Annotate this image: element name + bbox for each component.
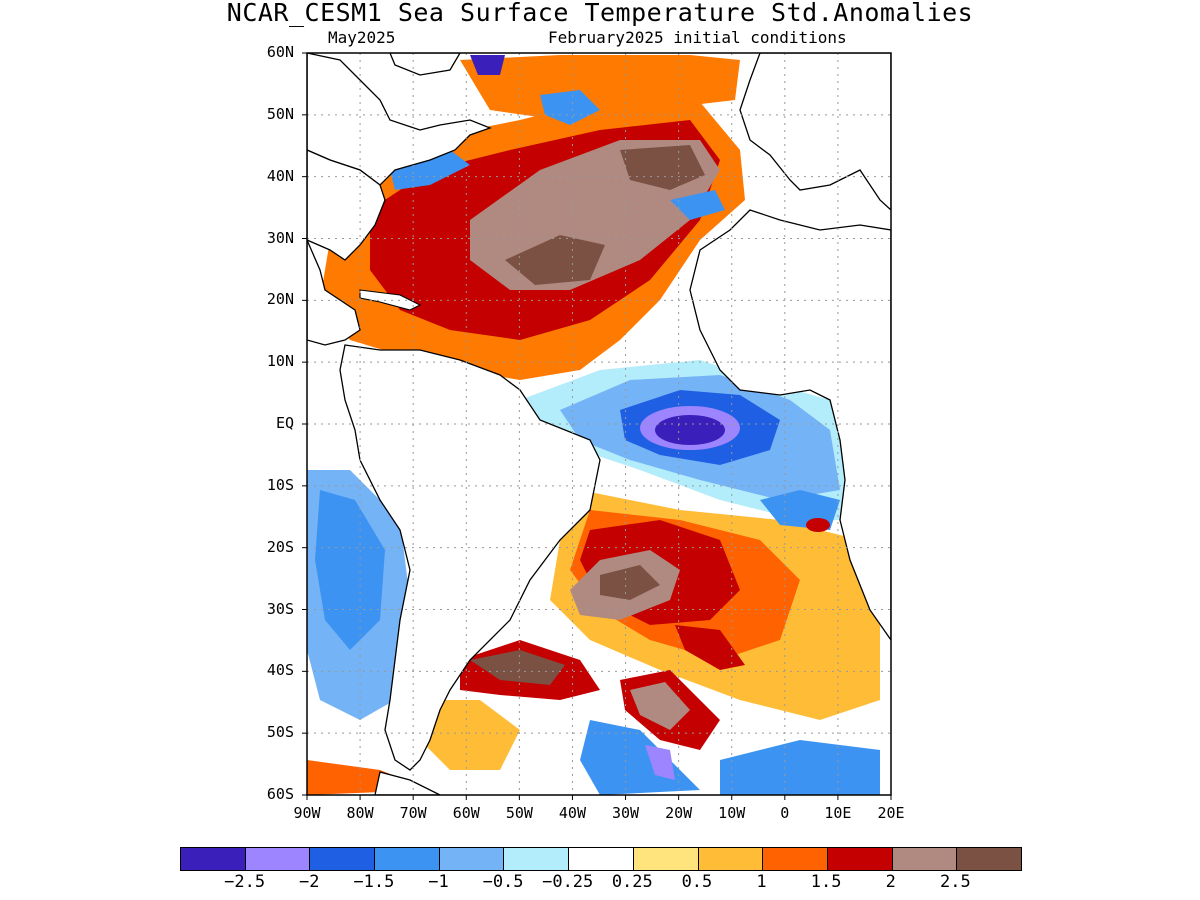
- southern-band-peak-2: [630, 682, 690, 730]
- north-america-east-land: [307, 149, 386, 261]
- latitude-label: 10S: [266, 475, 294, 494]
- longitude-label: 10W: [718, 804, 746, 822]
- north-atlantic-peak-region-2: [505, 235, 605, 285]
- pacific-cold-core: [315, 490, 385, 650]
- colorbar-label: −1.5: [353, 872, 395, 892]
- longitude-label: 50W: [505, 804, 533, 822]
- north-warm-strip: [460, 55, 740, 120]
- latitude-label: 30S: [266, 599, 294, 618]
- longitude-label: 20E: [877, 804, 905, 822]
- colorbar-label: −2.5: [224, 872, 266, 892]
- canary-cold-patch: [670, 190, 725, 220]
- angola-hot-spot: [806, 518, 830, 532]
- latitude-label: 10N: [266, 352, 294, 371]
- latitude-label: 40N: [266, 166, 294, 185]
- colorbar-swatch: [892, 848, 958, 870]
- chart-title: NCAR_CESM1 Sea Surface Temperature Std.A…: [226, 0, 974, 27]
- south-atlantic-peak-core: [600, 565, 660, 600]
- equatorial-cold-core: [655, 415, 725, 445]
- colorbar-swatch: [763, 848, 828, 870]
- initial-conditions: February2025 initial conditions: [548, 28, 847, 47]
- africa-land: [689, 209, 891, 642]
- latitude-label: 40S: [266, 661, 294, 680]
- longitude-label: 0: [780, 804, 790, 822]
- colorbar-swatch: [439, 848, 505, 870]
- latitude-label: 50S: [266, 723, 294, 742]
- longitude-label: 60W: [452, 804, 480, 822]
- europe-land: [739, 53, 891, 211]
- southern-band-warm-3: [675, 625, 745, 670]
- latitude-label: EQ: [275, 414, 294, 432]
- colorbar-swatch: [245, 848, 311, 870]
- forecast-month: May2025: [328, 28, 396, 47]
- gulf-stream-cold: [390, 150, 470, 190]
- latitude-label: 20S: [266, 537, 294, 556]
- latitude-label: 30N: [266, 228, 294, 247]
- north-atlantic-peak-region: [620, 145, 705, 190]
- southern-cold-core: [645, 745, 675, 780]
- antarctic-peninsula-land: [374, 771, 441, 795]
- colorbar-swatch: [310, 848, 376, 870]
- longitude-label: 80W: [346, 804, 374, 822]
- colorbar-label: 2.5: [940, 872, 971, 892]
- central-america-land: [307, 239, 361, 346]
- colorbar-label: 0.5: [681, 872, 713, 892]
- colorbar-swatch: [181, 848, 246, 870]
- tick-marks: [302, 52, 892, 800]
- longitude-label: 10E: [824, 804, 852, 822]
- colorbar-swatch: [633, 848, 699, 870]
- colorbar-label: 2: [885, 872, 896, 892]
- colorbar-label: −1: [428, 872, 449, 892]
- longitude-label: 40W: [558, 804, 586, 822]
- longitude-label: 90W: [293, 804, 321, 822]
- colorbar-label: 1.5: [810, 872, 842, 892]
- patagonia-warm-band: [420, 700, 520, 770]
- colorbar-swatch: [957, 848, 1021, 870]
- south-america-land: [339, 344, 601, 771]
- colorbar-label: −2: [298, 872, 320, 892]
- grid-lines: [307, 53, 891, 795]
- longitude-label: 30W: [611, 804, 640, 822]
- colorbar-swatch: [504, 848, 570, 870]
- greenland-land: [389, 53, 461, 76]
- colorbar-swatch: [375, 848, 440, 870]
- longitude-label: 70W: [399, 804, 427, 822]
- colorbar-label: 0.25: [611, 872, 653, 892]
- latitude-label: 60S: [266, 785, 294, 803]
- colorbar-label: 1: [756, 872, 767, 892]
- latitude-label: 20N: [266, 290, 294, 309]
- colorbar: [180, 847, 1022, 871]
- colorbar-swatch: [698, 848, 764, 870]
- colorbar-label: −0.25: [542, 872, 594, 892]
- south-east-cold-band: [720, 740, 880, 795]
- southern-band-peak-1: [470, 650, 565, 685]
- north-cold-patch: [540, 90, 600, 125]
- longitude-label: 20W: [665, 804, 693, 822]
- colorbar-label: −0.5: [482, 872, 524, 892]
- latitude-label: 50N: [266, 104, 294, 123]
- latitude-label: 60N: [266, 43, 294, 61]
- colorbar-swatch: [827, 848, 893, 870]
- colorbar-swatch: [569, 848, 634, 870]
- north-cold-core: [470, 55, 505, 75]
